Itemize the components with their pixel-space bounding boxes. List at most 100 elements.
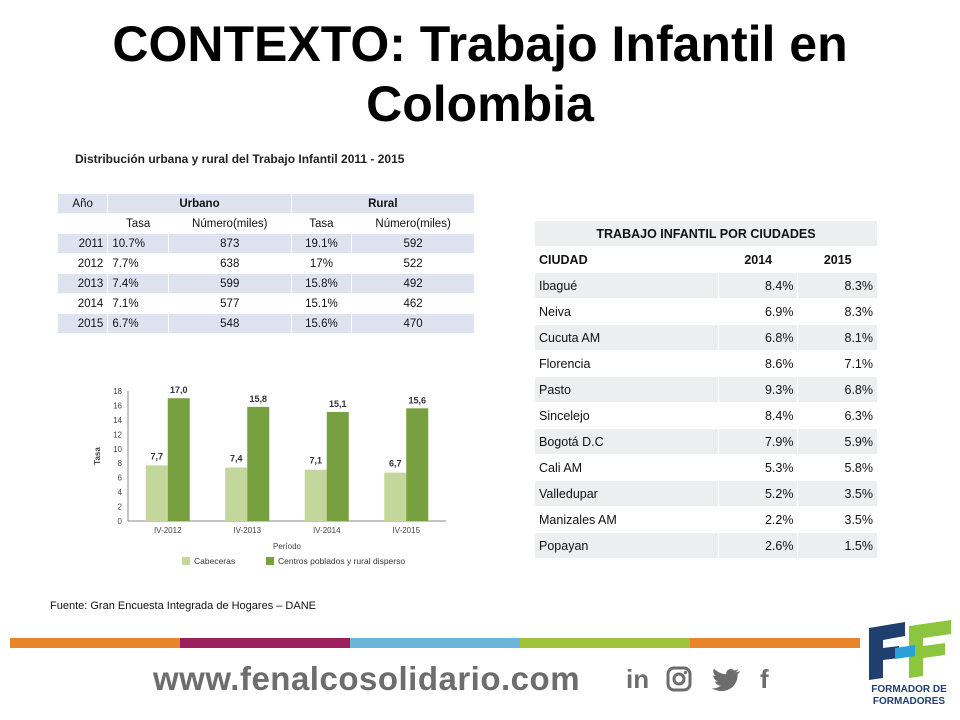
x-tick-label: IV-2014 [313,526,341,535]
table-row: Neiva 6.9% 8.3% [534,298,878,325]
cell-2014: 5.3% [717,454,799,481]
cell-city: Sincelejo [534,402,719,429]
cell-city: Cali AM [534,454,719,481]
cell-rural-count: 592 [351,233,475,254]
cell-urban-rate: 6.7% [107,313,169,334]
footer-bar [10,638,180,648]
cell-2014: 8.4% [717,272,799,299]
y-tick-label: 2 [118,503,123,512]
website-link[interactable]: www.fenalcosolidario.com [153,660,581,697]
chart-container: 0 2 4 6 8 10 12 14 16 18 Tasa 7,7 17,0 IV-2012 7,4 15,8… [86,372,454,575]
y-tick-label: 14 [113,416,122,425]
legend-label: Cabeceras [194,556,235,566]
cell-urban-count: 577 [167,293,292,314]
data-label: 7,1 [309,456,322,466]
table-row: Valledupar 5.2% 3.5% [534,480,878,507]
formador-logo-icon [869,620,951,680]
x-tick-label: IV-2012 [154,526,182,535]
logo-text: FORMADOR DE FORMADORES [871,684,947,707]
cell-2015: 3.5% [797,506,878,533]
cell-rural-count: 462 [351,293,475,314]
empty-cell [56,213,109,234]
cell-rural-count: 522 [351,253,475,274]
bar-cabeceras [304,469,327,521]
facebook-icon[interactable]: f [760,664,769,694]
cell-rural-rate: 15.6% [290,313,353,334]
cell-2015: 5.8% [797,454,878,481]
cities-table-caption: TRABAJO INFANTIL POR CIUDADES [534,220,878,247]
table-row: Sincelejo 8.4% 6.3% [534,402,878,429]
header-2014: 2014 [717,246,799,273]
header-city: CIUDAD [534,246,719,273]
instagram-icon[interactable] [666,666,692,692]
table-subtitle: Distribución urbana y rural del Trabajo … [75,152,405,166]
cell-city: Ibagué [534,272,719,299]
cell-rural-rate: 15.1% [290,293,353,314]
subheader: Tasa [107,213,169,234]
data-label: 15,1 [329,399,347,409]
y-axis-label: Tasa [93,447,102,465]
bar-cabeceras [225,467,248,521]
cell-city: Cucuta AM [534,324,719,351]
page-title: CONTEXTO: Trabajo Infantil en Colombia [112,16,848,132]
header-2015: 2015 [797,246,878,273]
table-row: Bogotá D.C 7.9% 5.9% [534,428,878,455]
cell-urban-rate: 7.4% [107,273,169,294]
footer-bar [180,638,350,648]
data-label: 7,4 [230,454,243,464]
cell-city: Manizales AM [534,506,719,533]
table-row: 2012 7.7% 638 17% 522 [56,253,475,274]
y-tick-label: 6 [118,474,123,483]
linkedin-icon[interactable]: in [626,664,650,694]
bar-centros [167,398,190,521]
cell-2015: 8.1% [797,324,878,351]
twitter-icon[interactable] [711,668,741,692]
cell-2014: 6.9% [717,298,799,325]
cities-table: TRABAJO INFANTIL POR CIUDADES CIUDAD 201… [534,220,878,559]
cell-2015: 6.8% [797,376,878,403]
cell-2014: 7.9% [717,428,799,455]
cell-city: Pasto [534,376,719,403]
bar-centros [326,411,349,521]
x-tick-label: IV-2015 [392,526,420,535]
cell-urban-count: 599 [167,273,292,294]
cell-city: Florencia [534,350,719,377]
cell-city: Popayan [534,532,719,559]
cell-2015: 8.3% [797,272,878,299]
table-row: Cali AM 5.3% 5.8% [534,454,878,481]
bar-cabeceras [384,472,407,521]
cell-2014: 9.3% [717,376,799,403]
data-label: 15,6 [408,395,426,405]
cell-urban-rate: 10.7% [107,233,169,254]
header-urbano: Urbano [107,193,292,214]
table-row: 2014 7.1% 577 15.1% 462 [56,293,475,314]
legend-swatch [266,557,274,565]
x-tick-label: IV-2013 [233,526,261,535]
y-tick-label: 18 [113,387,122,396]
cell-2015: 3.5% [797,480,878,507]
table-row: Popayan 2.6% 1.5% [534,532,878,559]
legend-label: Centros poblados y rural disperso [278,556,405,566]
cell-2015: 1.5% [797,532,878,559]
cell-2015: 5.9% [797,428,878,455]
table-row: Cucuta AM 6.8% 8.1% [534,324,878,351]
y-tick-label: 10 [113,445,122,454]
y-tick-label: 16 [113,401,122,410]
footer-bar [690,638,860,648]
header-rural: Rural [290,193,476,214]
cell-2015: 7.1% [797,350,878,377]
footer-bar [520,638,690,648]
table-row: Pasto 9.3% 6.8% [534,376,878,403]
cell-rural-rate: 19.1% [290,233,353,254]
cell-2015: 6.3% [797,402,878,429]
cell-2014: 2.2% [717,506,799,533]
y-tick-label: 4 [118,488,123,497]
cell-2014: 8.4% [717,402,799,429]
table-row: 2015 6.7% 548 15.6% 470 [56,313,475,334]
cell-2015: 8.3% [797,298,878,325]
subheader: Número(miles) [351,213,475,234]
table-row: Manizales AM 2.2% 3.5% [534,506,878,533]
cell-year: 2015 [56,313,109,334]
cell-urban-rate: 7.1% [107,293,169,314]
cell-year: 2012 [56,253,109,274]
